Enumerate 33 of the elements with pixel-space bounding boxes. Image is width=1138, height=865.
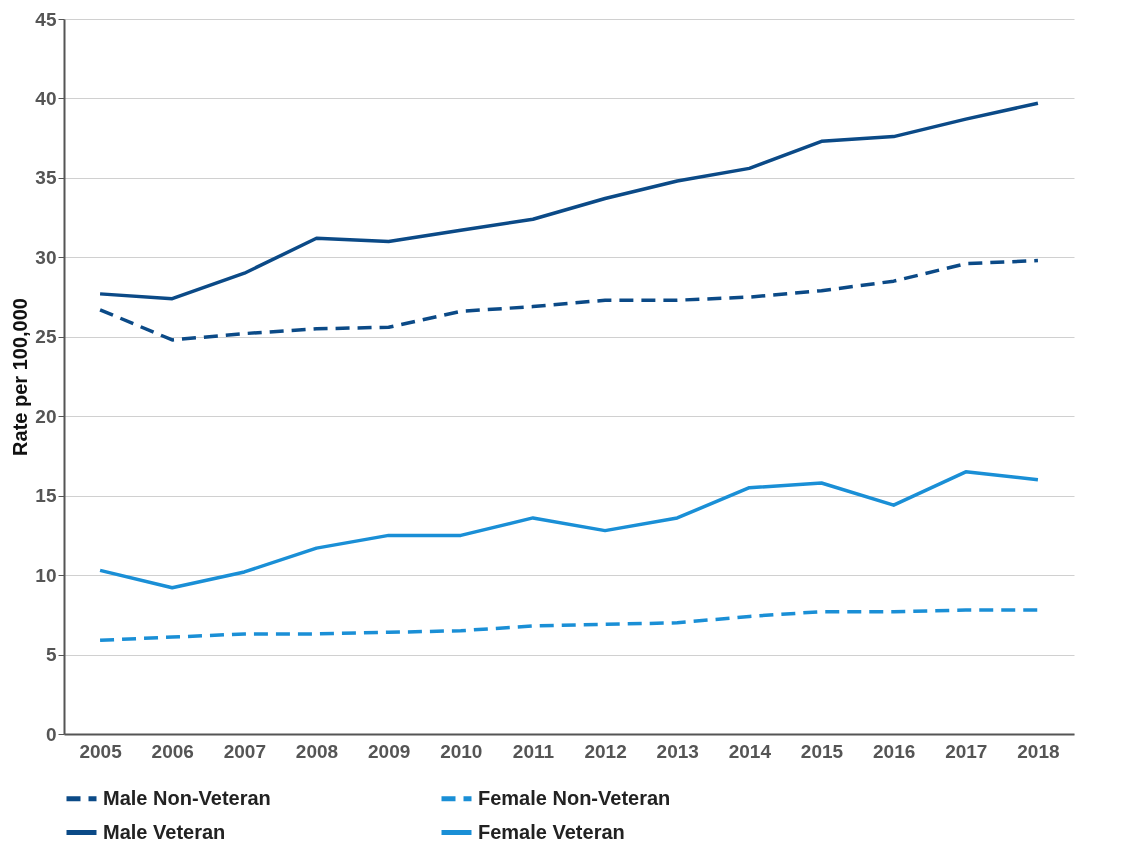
legend-label: Female Veteran <box>478 820 625 843</box>
x-tick-label: 2010 <box>440 740 483 762</box>
legend-label: Male Veteran <box>103 820 226 843</box>
y-tick-label: 40 <box>35 87 57 109</box>
y-tick-label: 25 <box>35 326 57 348</box>
y-tick-label: 30 <box>35 246 57 268</box>
line-series <box>98 101 1040 301</box>
x-tick-label: 2015 <box>800 740 844 762</box>
y-tick-label: 45 <box>35 8 57 30</box>
y-tick-label: 0 <box>45 723 57 745</box>
line-series <box>98 608 1040 643</box>
legend-label: Female Non-Veteran <box>478 786 671 809</box>
x-tick-label: 2018 <box>1017 740 1060 762</box>
x-tick-label: 2006 <box>151 740 194 762</box>
x-tick-label: 2008 <box>295 740 339 762</box>
x-tick-label: 2012 <box>584 740 627 762</box>
x-tick-label: 2009 <box>368 740 411 762</box>
y-tick-label: 10 <box>35 564 57 586</box>
x-tick-label: 2013 <box>656 740 699 762</box>
x-tick-label: 2016 <box>873 740 916 762</box>
y-tick-label: 5 <box>45 644 57 666</box>
x-tick-label: 2017 <box>945 740 988 762</box>
y-axis-title: Rate per 100,000 <box>9 298 32 456</box>
x-tick-label: 2007 <box>223 740 266 762</box>
y-tick-label: 35 <box>35 167 57 189</box>
line-series <box>98 258 1040 342</box>
x-tick-label: 2014 <box>728 740 772 762</box>
x-tick-label: 2005 <box>79 740 123 762</box>
line-series <box>98 470 1040 590</box>
y-tick-label: 15 <box>35 485 57 507</box>
x-tick-label: 2011 <box>512 740 555 762</box>
y-tick-label: 20 <box>35 405 57 427</box>
legend-label: Male Non-Veteran <box>103 786 271 809</box>
